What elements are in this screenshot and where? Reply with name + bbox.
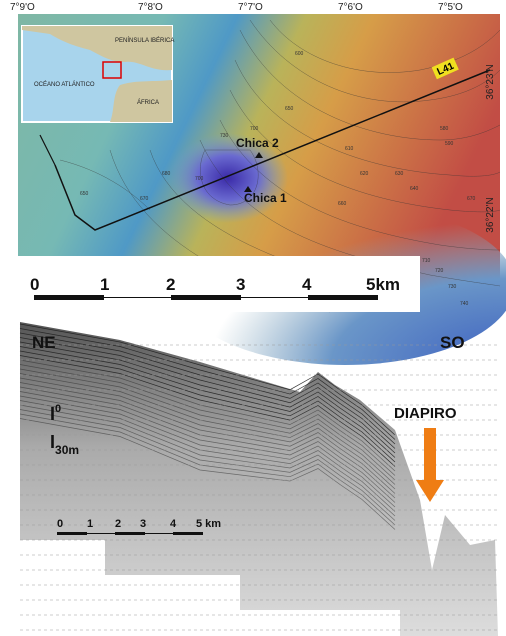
contour-label: 700 [250, 126, 259, 132]
contour-label: 720 [435, 268, 444, 274]
lon-label: 7°7'O [238, 2, 263, 13]
scale-box [18, 256, 420, 312]
arrow [416, 428, 444, 502]
contour-label: 600 [295, 51, 304, 57]
side-label: NE [32, 333, 56, 352]
lon-label: 7°5'O [438, 2, 463, 13]
contour-label: 640 [410, 186, 419, 192]
scale-label: 0 [57, 518, 63, 530]
scale-label: 5 km [196, 518, 221, 530]
scale-bar [34, 295, 378, 300]
scale-label: 4 [170, 518, 177, 530]
contour-label: 620 [360, 171, 369, 177]
contour-label: 660 [338, 201, 347, 207]
lon-label: 7°8'O [138, 2, 163, 13]
scale-label: 4 [302, 275, 312, 294]
lat-label: 36°23'N [485, 64, 496, 99]
contour-label: 670 [140, 196, 149, 202]
contour-label: 670 [467, 196, 476, 202]
scale-label: 0 [30, 275, 39, 294]
map: L41 Chica 2 Chica 1 60065073070070068067… [10, 2, 506, 365]
scale-label: 5km [366, 275, 400, 294]
lon-label: 7°6'O [338, 2, 363, 13]
scale-label: 3 [236, 275, 245, 294]
contour-label: 650 [80, 191, 89, 197]
contour-label: 630 [395, 171, 404, 177]
site-label: Chica 1 [244, 191, 287, 205]
contour-label: 650 [285, 106, 294, 112]
scale-label: 1 [87, 518, 93, 530]
contour-label: 580 [440, 126, 449, 132]
contour-label: 590 [445, 141, 454, 147]
scale-label: 2 [115, 518, 121, 530]
lon-label: 7°9'O [10, 2, 35, 13]
contour-label: 730 [220, 133, 229, 139]
scale-label: 3 [140, 518, 146, 530]
contour-label: 730 [448, 284, 457, 290]
contour-label: 740 [460, 301, 469, 307]
lat-label: 36°22'N [485, 197, 496, 232]
inset-label: OCÉANO ATLÁNTICO [34, 81, 95, 88]
scale-label: 2 [166, 275, 175, 294]
inset-label: PENÍNSULA IBÉRICA [115, 37, 174, 44]
side-label: SO [440, 333, 465, 352]
contour-label: 680 [162, 171, 171, 177]
inset: PENÍNSULA IBÉRICA OCÉANO ATLÁNTICO ÁFRIC… [22, 26, 174, 122]
inset-label: ÁFRICA [137, 99, 159, 106]
profile-scale-bar [57, 532, 203, 535]
figure: L41 Chica 2 Chica 1 60065073070070068067… [0, 0, 506, 636]
contour-label: 710 [422, 258, 431, 264]
annotation: DIAPIRO [394, 405, 457, 422]
scale-label: 1 [100, 275, 109, 294]
contour-label: 700 [195, 176, 204, 182]
site-label: Chica 2 [236, 136, 279, 150]
contour-label: 610 [345, 146, 354, 152]
